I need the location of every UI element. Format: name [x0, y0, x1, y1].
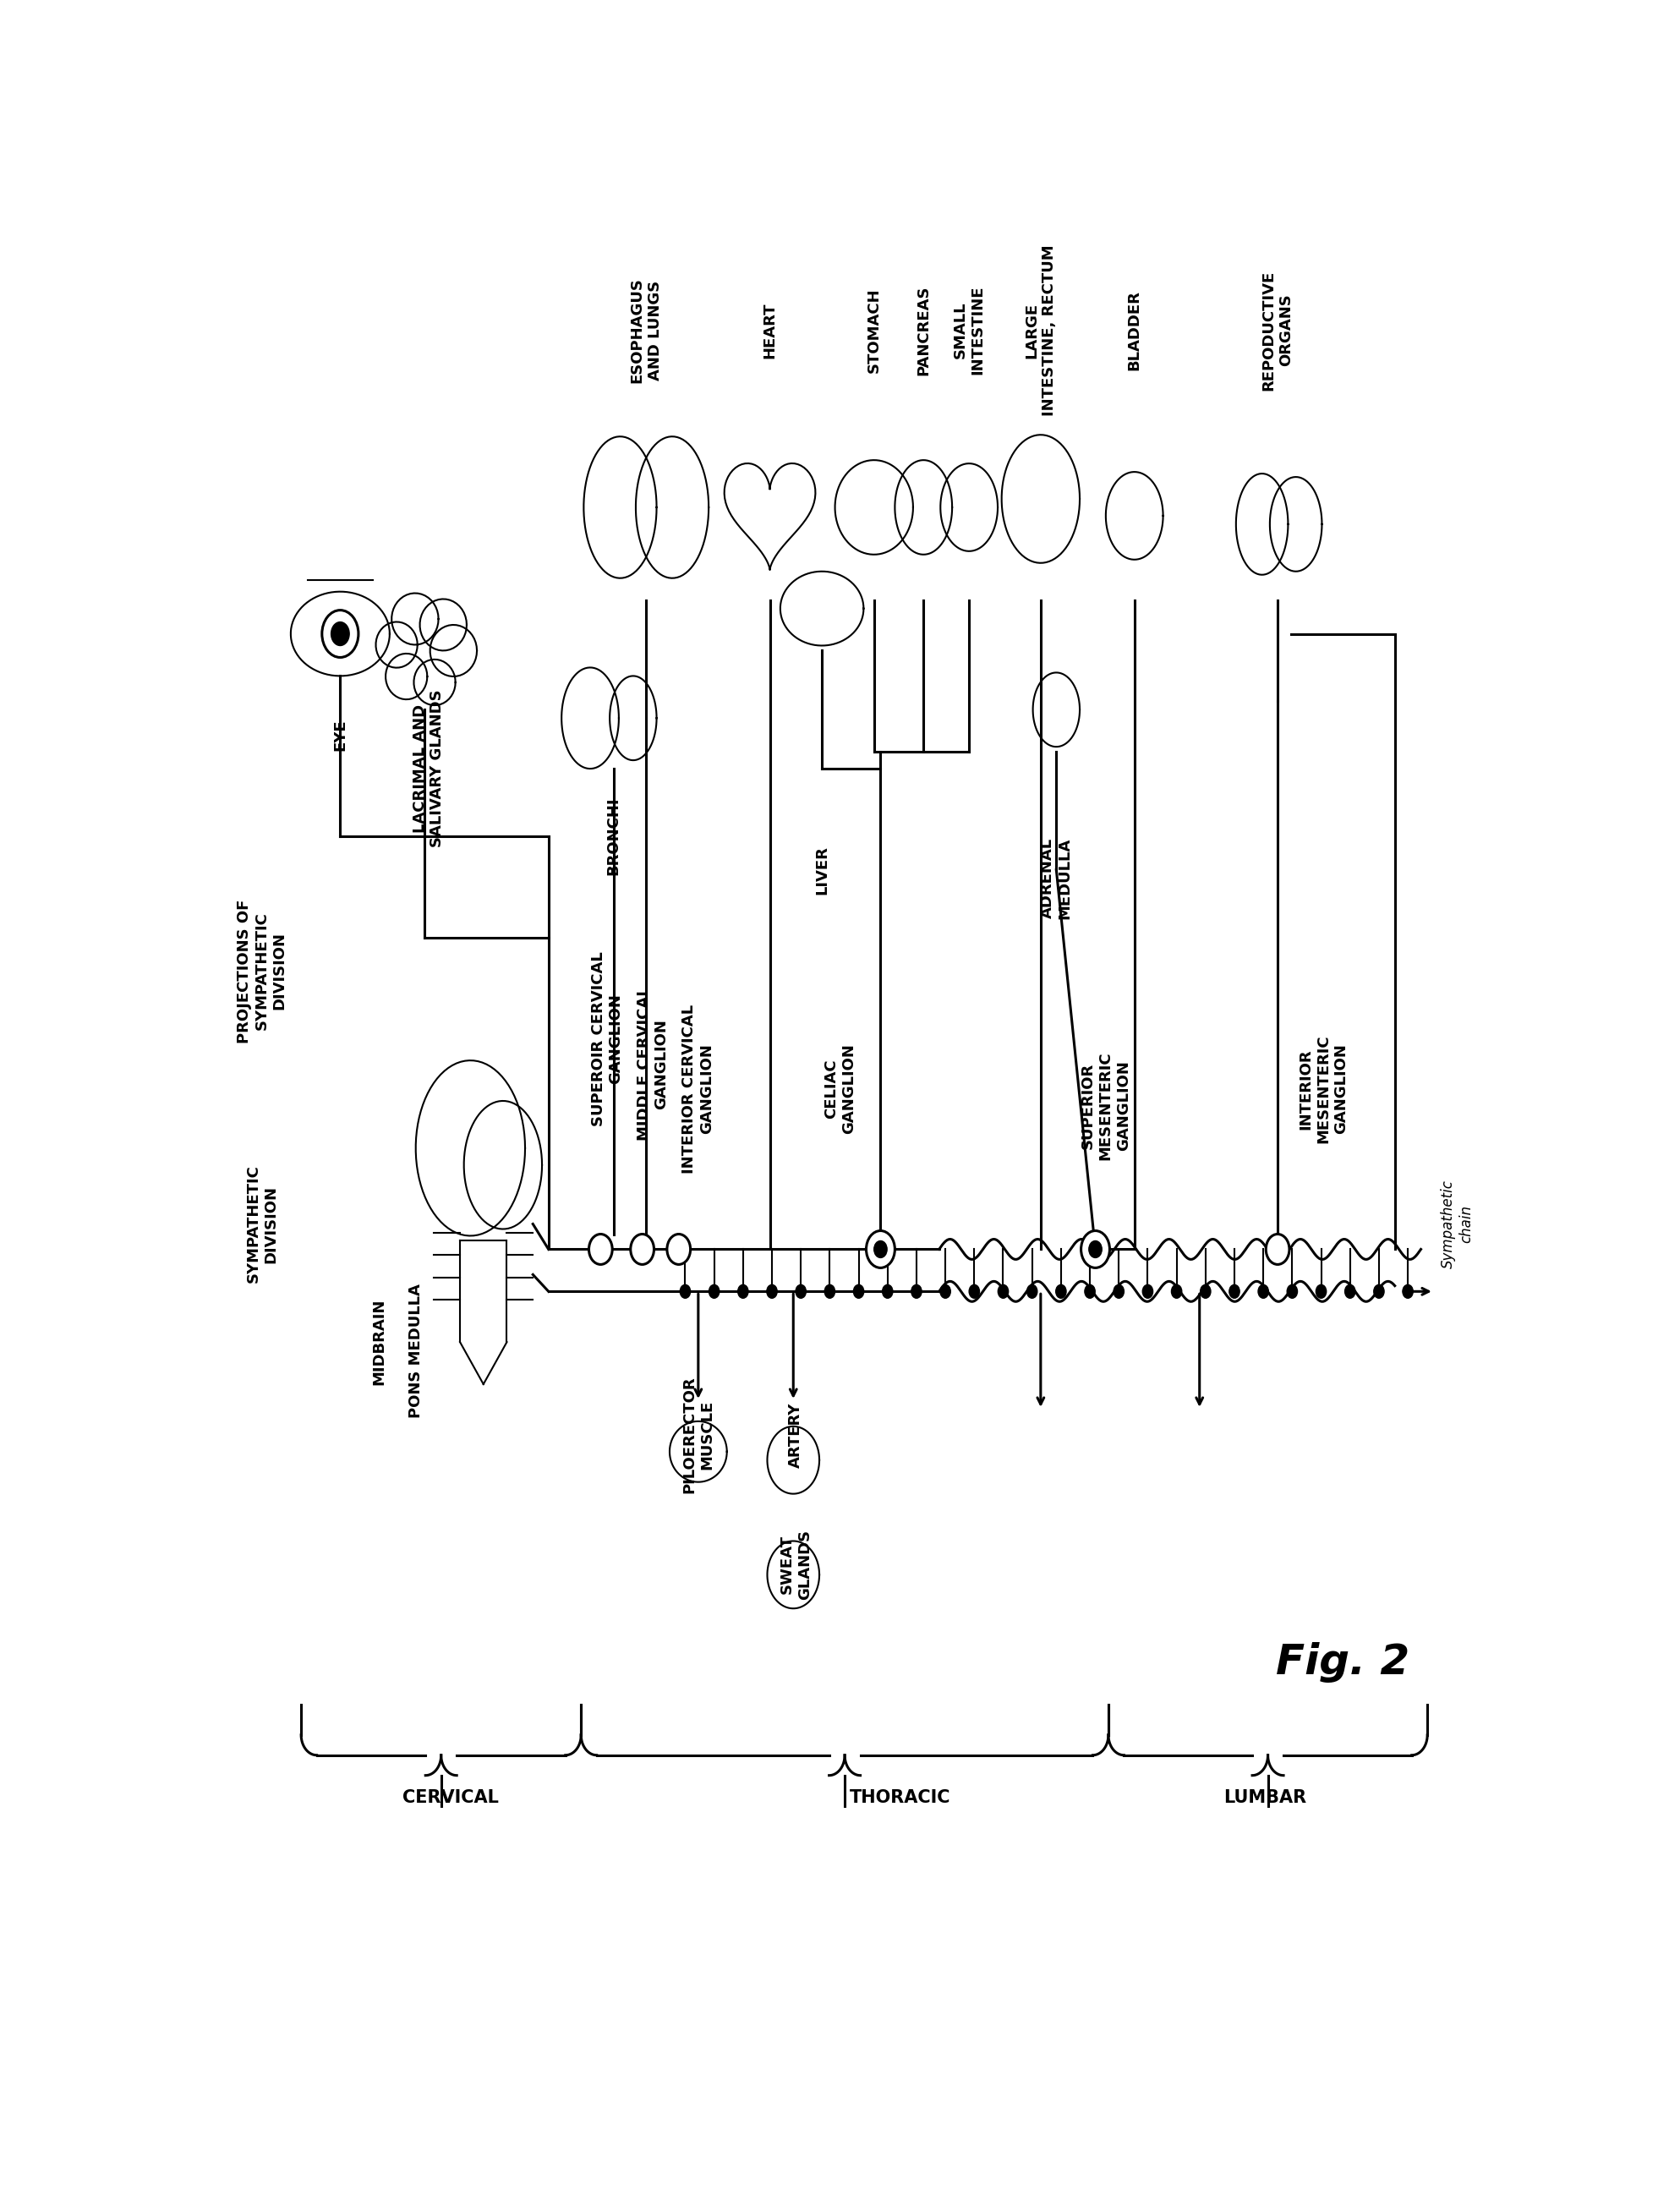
Text: STOMACH: STOMACH	[867, 287, 882, 372]
Circle shape	[1374, 1286, 1384, 1299]
Circle shape	[1287, 1286, 1297, 1299]
Text: Fig. 2: Fig. 2	[1275, 1642, 1410, 1682]
Circle shape	[969, 1286, 979, 1299]
Text: BLADDER: BLADDER	[1127, 289, 1142, 370]
Circle shape	[1230, 1286, 1240, 1299]
Circle shape	[1085, 1286, 1095, 1299]
Text: INTERIOR
MESENTERIC
GANGLION: INTERIOR MESENTERIC GANGLION	[1299, 1034, 1349, 1143]
Text: MIDBRAIN: MIDBRAIN	[371, 1299, 386, 1386]
Text: LUMBAR: LUMBAR	[1223, 1789, 1305, 1807]
Circle shape	[911, 1286, 922, 1299]
Text: CELIAC
GANGLION: CELIAC GANGLION	[823, 1045, 857, 1134]
Text: SWEAT
GLANDS: SWEAT GLANDS	[780, 1529, 813, 1599]
Text: EYE: EYE	[333, 718, 348, 751]
Circle shape	[1200, 1286, 1211, 1299]
Circle shape	[630, 1235, 654, 1264]
Text: ARTERY: ARTERY	[788, 1402, 803, 1467]
Text: CERVICAL: CERVICAL	[403, 1789, 499, 1807]
Circle shape	[709, 1286, 719, 1299]
Text: REPODUCTIVE
ORGANS: REPODUCTIVE ORGANS	[1262, 269, 1294, 390]
Circle shape	[1055, 1286, 1067, 1299]
Circle shape	[590, 1235, 612, 1264]
Circle shape	[882, 1286, 892, 1299]
Text: ADRENAL
MEDULLA: ADRENAL MEDULLA	[1040, 837, 1074, 920]
Circle shape	[874, 1242, 887, 1257]
Circle shape	[1171, 1286, 1181, 1299]
Text: INTERIOR CERVICAL
GANGLION: INTERIOR CERVICAL GANGLION	[682, 1005, 714, 1174]
Circle shape	[1267, 1235, 1289, 1264]
Circle shape	[1315, 1286, 1326, 1299]
Text: PROJECTIONS OF
SYMPATHETIC
DIVISION: PROJECTIONS OF SYMPATHETIC DIVISION	[237, 900, 287, 1042]
Circle shape	[323, 611, 358, 657]
Text: Sympathetic
chain: Sympathetic chain	[1441, 1180, 1473, 1268]
Text: LIVER: LIVER	[815, 845, 830, 894]
Text: PILOERECTOR
MUSCLE: PILOERECTOR MUSCLE	[682, 1375, 714, 1494]
Circle shape	[998, 1286, 1008, 1299]
Text: HEART: HEART	[763, 302, 778, 359]
Circle shape	[941, 1286, 951, 1299]
Text: LACRIMAL AND
SALIVARY GLANDS: LACRIMAL AND SALIVARY GLANDS	[412, 690, 445, 848]
Text: SUPERIOR
MESENTERIC
GANGLION: SUPERIOR MESENTERIC GANGLION	[1080, 1051, 1131, 1161]
Text: ESOPHAGUS
AND LUNGS: ESOPHAGUS AND LUNGS	[630, 278, 662, 383]
Circle shape	[825, 1286, 835, 1299]
Text: PANCREAS: PANCREAS	[916, 285, 931, 374]
Circle shape	[680, 1286, 690, 1299]
Circle shape	[1080, 1231, 1110, 1268]
Text: SMALL
INTESTINE: SMALL INTESTINE	[953, 285, 986, 374]
Circle shape	[667, 1235, 690, 1264]
Circle shape	[331, 622, 349, 646]
Circle shape	[1142, 1286, 1152, 1299]
Circle shape	[1026, 1286, 1037, 1299]
Text: BRONCHI: BRONCHI	[606, 797, 622, 876]
Text: MIDDLE CERVICAL
GANGLION: MIDDLE CERVICAL GANGLION	[637, 986, 669, 1141]
Text: SYMPATHETIC
DIVISION: SYMPATHETIC DIVISION	[245, 1165, 279, 1283]
Text: THORACIC: THORACIC	[850, 1789, 951, 1807]
Text: SUPEROIR CERVICAL
GANGLION: SUPEROIR CERVICAL GANGLION	[591, 950, 623, 1126]
Circle shape	[1403, 1286, 1413, 1299]
Text: LARGE
INTESTINE, RECTUM: LARGE INTESTINE, RECTUM	[1025, 245, 1057, 416]
Circle shape	[738, 1286, 748, 1299]
Circle shape	[1089, 1242, 1102, 1257]
Circle shape	[766, 1286, 778, 1299]
Circle shape	[853, 1286, 864, 1299]
Circle shape	[1258, 1286, 1268, 1299]
Circle shape	[796, 1286, 806, 1299]
Text: PONS MEDULLA: PONS MEDULLA	[408, 1283, 423, 1417]
Circle shape	[1114, 1286, 1124, 1299]
Circle shape	[1344, 1286, 1356, 1299]
Circle shape	[867, 1231, 895, 1268]
